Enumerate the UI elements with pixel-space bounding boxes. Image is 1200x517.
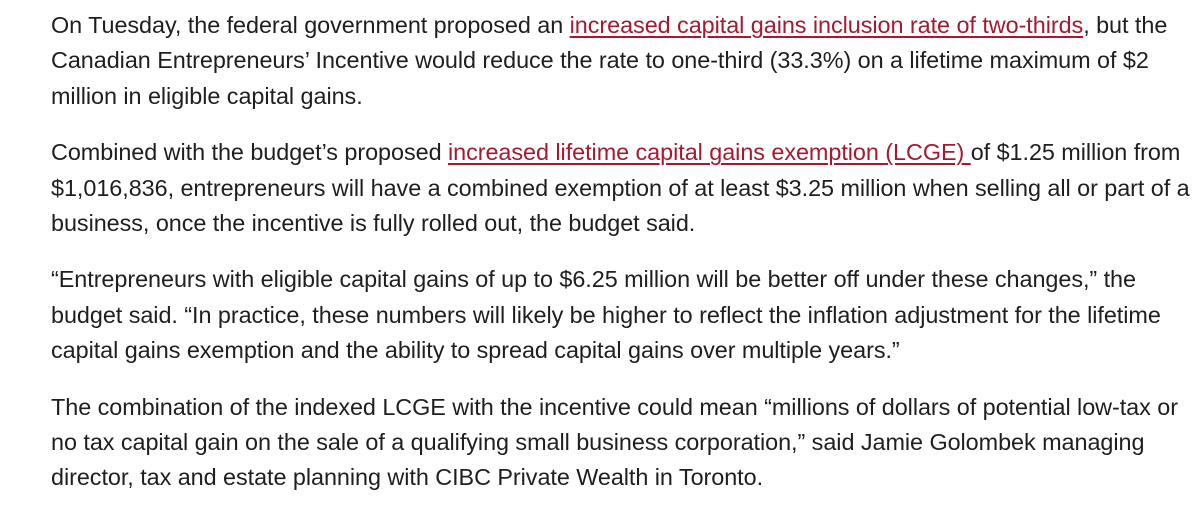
paragraph-line: business, once the incentive is fully ro… [51, 210, 696, 237]
paragraph-line: director, tax and estate planning with C… [51, 464, 764, 491]
paragraph-budget-quote: “Entrepreneurs with eligible capital gai… [51, 262, 1161, 368]
paragraph-line: Canadian Entrepreneurs’ Incentive would … [51, 47, 1149, 74]
paragraph-lcge: Combined with the budget’s proposed incr… [51, 135, 1190, 241]
paragraph-golombek-quote: The combination of the indexed LCGE with… [51, 390, 1178, 496]
paragraph-line: of $1.25 million from [970, 139, 1181, 166]
paragraph-line: The combination of the indexed LCGE with… [51, 393, 1178, 420]
paragraph-line: million in eligible capital gains. [51, 82, 363, 109]
paragraph-line: capital gains exemption and the ability … [51, 337, 900, 364]
paragraph-line: no tax capital gain on the sale of a qua… [51, 429, 1145, 456]
paragraph-line: “Entrepreneurs with eligible capital gai… [51, 266, 1136, 293]
paragraph-line: Combined with the budget’s proposed [51, 139, 448, 166]
link-lifetime-capital-gains-exemption[interactable]: increased lifetime capital gains exempti… [447, 139, 971, 166]
paragraph-line: , but the [1083, 12, 1168, 38]
article-body: On Tuesday, the federal government propo… [51, 8, 1190, 517]
paragraph-line: On Tuesday, the federal government propo… [51, 12, 570, 38]
paragraph-line: budget said. “In practice, these numbers… [51, 301, 1161, 328]
link-capital-gains-inclusion-rate[interactable]: increased capital gains inclusion rate o… [569, 12, 1084, 38]
paragraph-line: $1,016,836, entrepreneurs will have a co… [51, 174, 1190, 201]
paragraph-inclusion-rate: On Tuesday, the federal government propo… [51, 8, 1167, 114]
